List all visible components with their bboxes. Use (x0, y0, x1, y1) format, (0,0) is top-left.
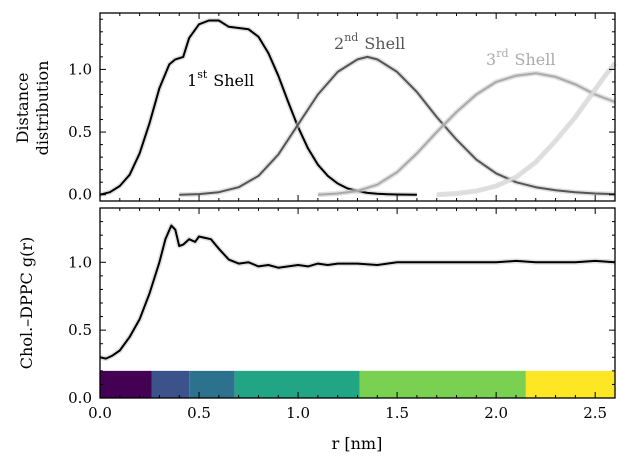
bottom-ytick-label-1: 0.5 (68, 321, 92, 339)
shell-bands-group (100, 370, 615, 398)
distance-distribution-panel: 0.0 0.5 1.0 Distance distribution 1st Shell… (13, 12, 617, 204)
rdf-panel: 0.0 0.5 1.0 0.0 0.5 1.0 1.5 2.0 2.5 Chol.–DPPC … (17, 207, 616, 453)
top-ytick-label-1: 0.5 (68, 123, 92, 141)
xtick-label-0: 0.0 (88, 404, 112, 422)
xtick-label-3: 1.5 (385, 404, 409, 422)
x-axis-label: r [nm] (332, 434, 383, 453)
top-ylabel-line1: Distance (13, 73, 32, 144)
bottom-series-1-band (99, 223, 616, 362)
shell-band-6 (525, 370, 615, 398)
shell-3-label: 3rd Shell (486, 47, 555, 69)
shell-1-label: 1st Shell (187, 68, 254, 90)
shell-band-4 (234, 370, 360, 398)
top-ylabel-line2: distribution (33, 61, 52, 156)
top-ticks-group (99, 13, 615, 201)
bottom-ytick-labels: 0.0 0.5 1.0 (68, 253, 92, 407)
bottom-ylabel: Chol.–DPPC g(r) (17, 237, 36, 369)
shell-band-3 (189, 370, 235, 398)
top-ytick-labels: 0.0 0.5 1.0 (68, 60, 92, 203)
top-series-group (99, 18, 617, 198)
top-series-3-line (317, 72, 616, 196)
bottom-ytick-label-2: 1.0 (68, 253, 92, 271)
xtick-label-2: 1.0 (286, 404, 310, 422)
top-ytick-label-2: 1.0 (68, 60, 92, 78)
bottom-ticks-group (99, 208, 615, 399)
top-series-4-line (436, 62, 616, 196)
bottom-ytick-label-0: 0.0 (68, 389, 92, 407)
bottom-xtick-labels: 0.0 0.5 1.0 1.5 2.0 2.5 (88, 404, 607, 422)
top-series-2-line (179, 55, 616, 196)
shell-band-5 (359, 370, 526, 398)
top-ytick-label-0: 0.0 (68, 186, 92, 204)
shell-2-label: 2nd Shell (334, 31, 405, 53)
xtick-label-1: 0.5 (187, 404, 211, 422)
xtick-label-5: 2.5 (583, 404, 607, 422)
top-series-4-band (436, 61, 617, 198)
shell-band-2 (151, 370, 190, 398)
shell-band-1 (100, 370, 152, 398)
xtick-label-4: 2.0 (484, 404, 508, 422)
bottom-series-1-line (99, 224, 616, 360)
top-series-3-band (317, 70, 616, 198)
bottom-series-group (99, 223, 616, 362)
